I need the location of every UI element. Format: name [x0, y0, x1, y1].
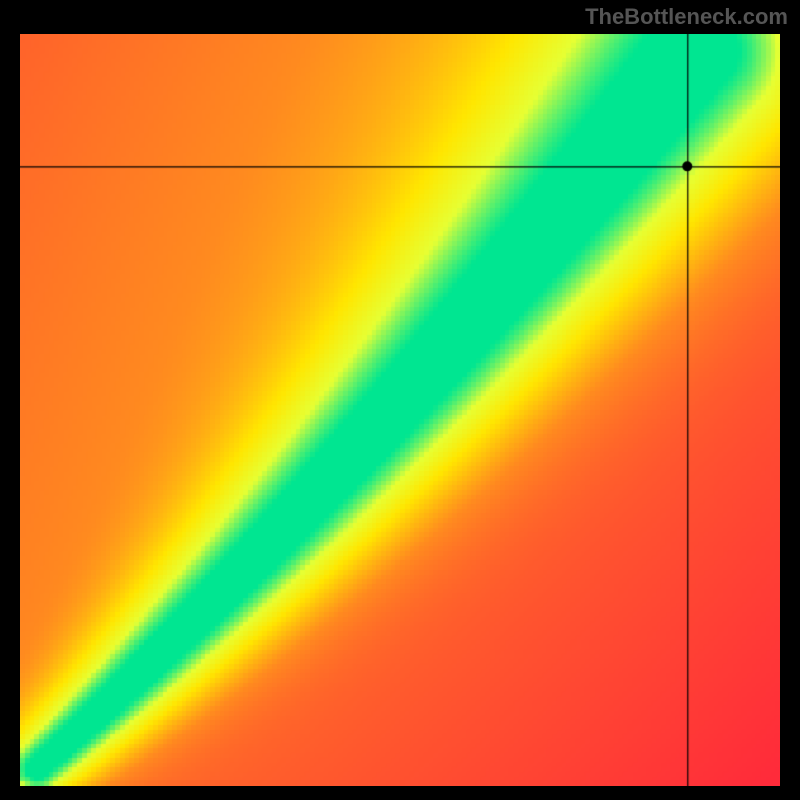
- attribution-text: TheBottleneck.com: [585, 4, 788, 30]
- heatmap-canvas: [20, 34, 780, 786]
- heatmap-plot: [20, 34, 780, 786]
- chart-container: TheBottleneck.com: [0, 0, 800, 800]
